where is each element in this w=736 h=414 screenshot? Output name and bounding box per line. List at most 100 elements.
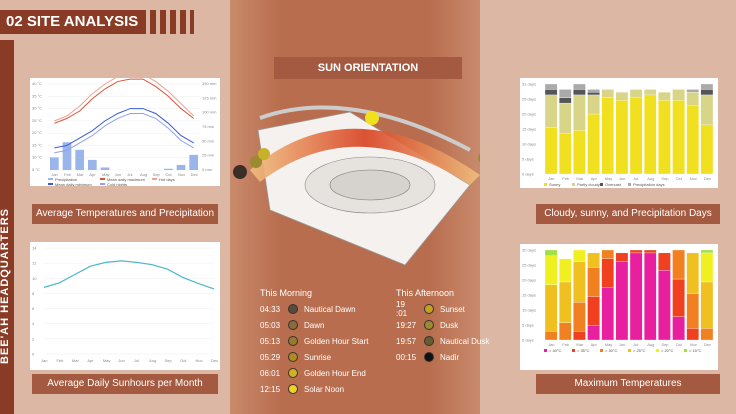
stacked-bar-segment bbox=[658, 100, 671, 175]
stacked-bar-segment bbox=[672, 249, 685, 280]
x-tick-label: Feb bbox=[64, 172, 72, 177]
legend-label: Precipitation bbox=[55, 177, 77, 182]
series-line bbox=[54, 108, 194, 149]
stacked-bar-segment bbox=[587, 267, 600, 297]
stacked-bar-segment bbox=[615, 252, 629, 262]
legend-swatch bbox=[48, 178, 53, 180]
legend-swatch bbox=[100, 183, 105, 185]
dawn-sun-icon bbox=[250, 156, 262, 168]
x-tick-label: Mar bbox=[576, 176, 584, 181]
event-label: Dusk bbox=[440, 320, 459, 330]
event-label: Sunrise bbox=[304, 352, 332, 362]
legend-swatch bbox=[544, 349, 547, 352]
stacked-bar-segment bbox=[601, 249, 614, 259]
series-line bbox=[54, 78, 194, 124]
legend-swatch bbox=[656, 349, 659, 352]
morning-schedule: This Morning 04:33 Nautical Dawn 05:03 Dawn… bbox=[256, 288, 376, 398]
legend-label: > 20°C bbox=[661, 348, 673, 353]
stacked-bar-segment bbox=[644, 252, 657, 341]
sunhours-chart: 14 12 10 8 6 4 2 0 Jan Feb Mar Apr May Jun Jul Aug Sep Oc… bbox=[30, 242, 220, 370]
morning-row: 12:15 Solar Noon bbox=[260, 382, 344, 396]
x-tick-label: Sep bbox=[153, 172, 161, 177]
page-title: 02 SITE ANALYSIS bbox=[0, 10, 146, 34]
sunhours-caption: Average Daily Sunhours per Month bbox=[32, 374, 218, 394]
event-label: Golden Hour Start bbox=[304, 336, 369, 346]
title-stripe bbox=[190, 10, 194, 34]
y-tick-label: 10 bbox=[32, 276, 37, 281]
x-tick-label: Sep bbox=[165, 358, 173, 363]
x-tick-label: Oct bbox=[180, 358, 187, 363]
x-tick-label: Feb bbox=[562, 342, 570, 347]
y-tick-label: 20 days bbox=[522, 112, 536, 117]
event-time: 04:33 bbox=[260, 304, 281, 314]
event-label: Nautical Dawn bbox=[304, 304, 356, 314]
y-tick-label: 5 days bbox=[522, 157, 534, 162]
building-core bbox=[329, 169, 411, 201]
temperature-caption: Average Temperatures and Precipitation bbox=[32, 204, 218, 224]
legend-label: > 25°C bbox=[633, 348, 645, 353]
y-tick-label: 0 bbox=[32, 352, 35, 357]
legend-swatch bbox=[152, 178, 157, 180]
stacked-bar-segment bbox=[601, 89, 614, 98]
stacked-bar-segment bbox=[544, 83, 558, 90]
y-tick-label: 8 bbox=[32, 291, 35, 296]
sun-phase-icon bbox=[288, 368, 298, 378]
afternoon-schedule: This Afternoon 19 :01 Sunset 19:27 Dusk 19:5… bbox=[392, 288, 502, 378]
x-tick-label: Jan bbox=[51, 172, 57, 177]
x-tick-label: Nov bbox=[178, 172, 185, 177]
legend-label: Partly cloudy bbox=[577, 182, 600, 187]
x-tick-label: Sep bbox=[661, 342, 669, 347]
stacked-bar-segment bbox=[573, 94, 586, 131]
y2-tick-label: 125 mm bbox=[202, 95, 217, 100]
x-tick-label: Dec bbox=[191, 172, 198, 177]
stacked-bar-segment bbox=[587, 252, 600, 268]
stacked-bar-segment bbox=[658, 92, 671, 101]
stacked-bar-segment bbox=[686, 105, 699, 175]
series-line bbox=[54, 112, 194, 154]
precip-bar bbox=[176, 164, 186, 170]
sun-phase-icon bbox=[424, 320, 434, 330]
stacked-bar-segment bbox=[573, 89, 586, 96]
legend-label: Cold nights bbox=[107, 182, 127, 186]
stacked-bar-segment bbox=[587, 113, 600, 175]
legend-swatch bbox=[628, 183, 631, 186]
stacked-bar-segment bbox=[573, 331, 586, 341]
x-tick-label: Jan bbox=[548, 176, 554, 181]
stacked-bar-segment bbox=[644, 94, 657, 175]
temperature-chart: 40 °C 35 °C 30 °C 25 °C 20 °C 15 °C 10 °C 5 °C 1… bbox=[30, 73, 220, 187]
stacked-bar-segment bbox=[672, 278, 685, 317]
event-time: 19 :01 bbox=[396, 300, 408, 318]
y-tick-label: 40 °C bbox=[32, 81, 42, 86]
legend-swatch bbox=[600, 183, 603, 186]
stacked-bar-segment bbox=[700, 94, 714, 126]
x-tick-label: Jun bbox=[118, 358, 124, 363]
y-tick-label: 20 days bbox=[522, 278, 536, 283]
legend-swatch bbox=[48, 183, 53, 185]
stacked-bar-segment bbox=[544, 89, 558, 96]
sun-phase-icon bbox=[288, 304, 298, 314]
road-edge bbox=[259, 105, 471, 152]
stacked-bar-segment bbox=[700, 281, 714, 329]
afternoon-row: 19 :01 Sunset bbox=[396, 300, 465, 318]
morning-row: 05:13 Golden Hour Start bbox=[260, 334, 368, 348]
sun-phase-icon bbox=[288, 336, 298, 346]
y-tick-label: 2 bbox=[32, 336, 35, 341]
sunset-sun-icon bbox=[478, 153, 480, 163]
stacked-bar-segment bbox=[544, 284, 558, 332]
x-tick-label: Apr bbox=[87, 358, 94, 363]
nadir-sun-icon bbox=[233, 165, 247, 179]
stacked-bar-segment bbox=[544, 94, 558, 128]
x-tick-label: Feb bbox=[56, 358, 64, 363]
x-tick-label: Oct bbox=[676, 342, 683, 347]
legend-swatch bbox=[572, 349, 575, 352]
temperature-chart-svg: 40 °C 35 °C 30 °C 25 °C 20 °C 15 °C 10 °C 5 °C 1… bbox=[32, 73, 217, 187]
sun-phase-icon bbox=[424, 336, 434, 346]
stacked-bar-segment bbox=[700, 83, 714, 90]
stacked-bar-segment bbox=[686, 328, 699, 341]
afternoon-title: This Afternoon bbox=[396, 288, 455, 298]
stacked-bar-segment bbox=[686, 92, 699, 106]
y-tick-label: 4 bbox=[32, 321, 35, 326]
x-tick-label: May bbox=[605, 342, 613, 347]
afternoon-row: 19:57 Nautical Dusk bbox=[396, 334, 489, 348]
x-tick-label: Feb bbox=[562, 176, 570, 181]
